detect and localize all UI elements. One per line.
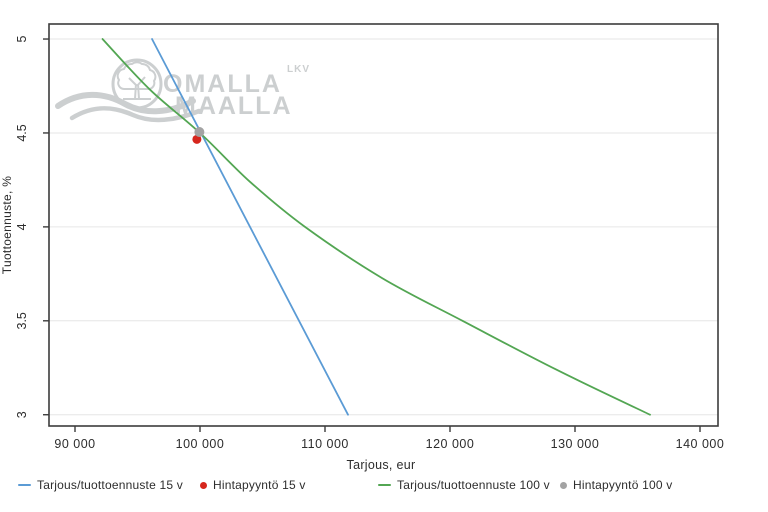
watermark-tree-trunk-icon (123, 76, 151, 100)
series-point-3 (194, 127, 205, 138)
series-line-0 (151, 38, 349, 416)
watermark-brand-suffix: LKV (287, 64, 310, 75)
x-tick-label: 120 000 (426, 437, 475, 451)
legend-item-asking-price-15y: Hintapyyntö 15 v (200, 477, 306, 493)
red-dot-swatch (200, 481, 207, 489)
x-tick-label: 100 000 (176, 437, 225, 451)
blue-line-swatch (18, 483, 31, 487)
y-tick-label: 5 (15, 36, 29, 43)
y-tick-label: 4.5 (15, 124, 29, 141)
y-tick-label: 3 (15, 411, 29, 418)
legend-item-offer-yield-15y: Tarjous/tuottoennuste 15 v (18, 477, 183, 493)
watermark-brand-line1: OMALLA (163, 70, 282, 98)
x-tick-label: 130 000 (551, 437, 600, 451)
legend: Tarjous/tuottoennuste 15 v Hintapyyntö 1… (0, 477, 768, 493)
series-point-1 (192, 134, 202, 144)
x-tick-label: 140 000 (676, 437, 725, 451)
legend-item-asking-price-100y: Hintapyyntö 100 v (560, 477, 672, 493)
green-line-swatch (378, 483, 391, 487)
y-tick-label: 3.5 (15, 312, 29, 329)
legend-label-offer-yield-15y: Tarjous/tuottoennuste 15 v (37, 478, 183, 492)
y-tick-label: 4 (15, 223, 29, 230)
gray-dot-swatch (560, 481, 567, 489)
y-axis-title: Tuottoennuste, % (0, 176, 14, 274)
plot-frame (48, 23, 719, 427)
legend-label-asking-price-15y: Hintapyyntö 15 v (213, 478, 306, 492)
watermark-wave2-icon (69, 106, 202, 123)
legend-item-offer-yield-100y: Tarjous/tuottoennuste 100 v (378, 477, 550, 493)
x-tick-label: 110 000 (301, 437, 349, 451)
x-axis-title: Tarjous, eur (347, 458, 416, 472)
legend-label-offer-yield-100y: Tarjous/tuottoennuste 100 v (397, 478, 550, 492)
legend-label-asking-price-100y: Hintapyyntö 100 v (573, 478, 673, 492)
watermark-brand-line2: MAALLA (175, 92, 293, 120)
x-tick-label: 90 000 (54, 437, 95, 451)
series-line-2 (101, 38, 651, 416)
